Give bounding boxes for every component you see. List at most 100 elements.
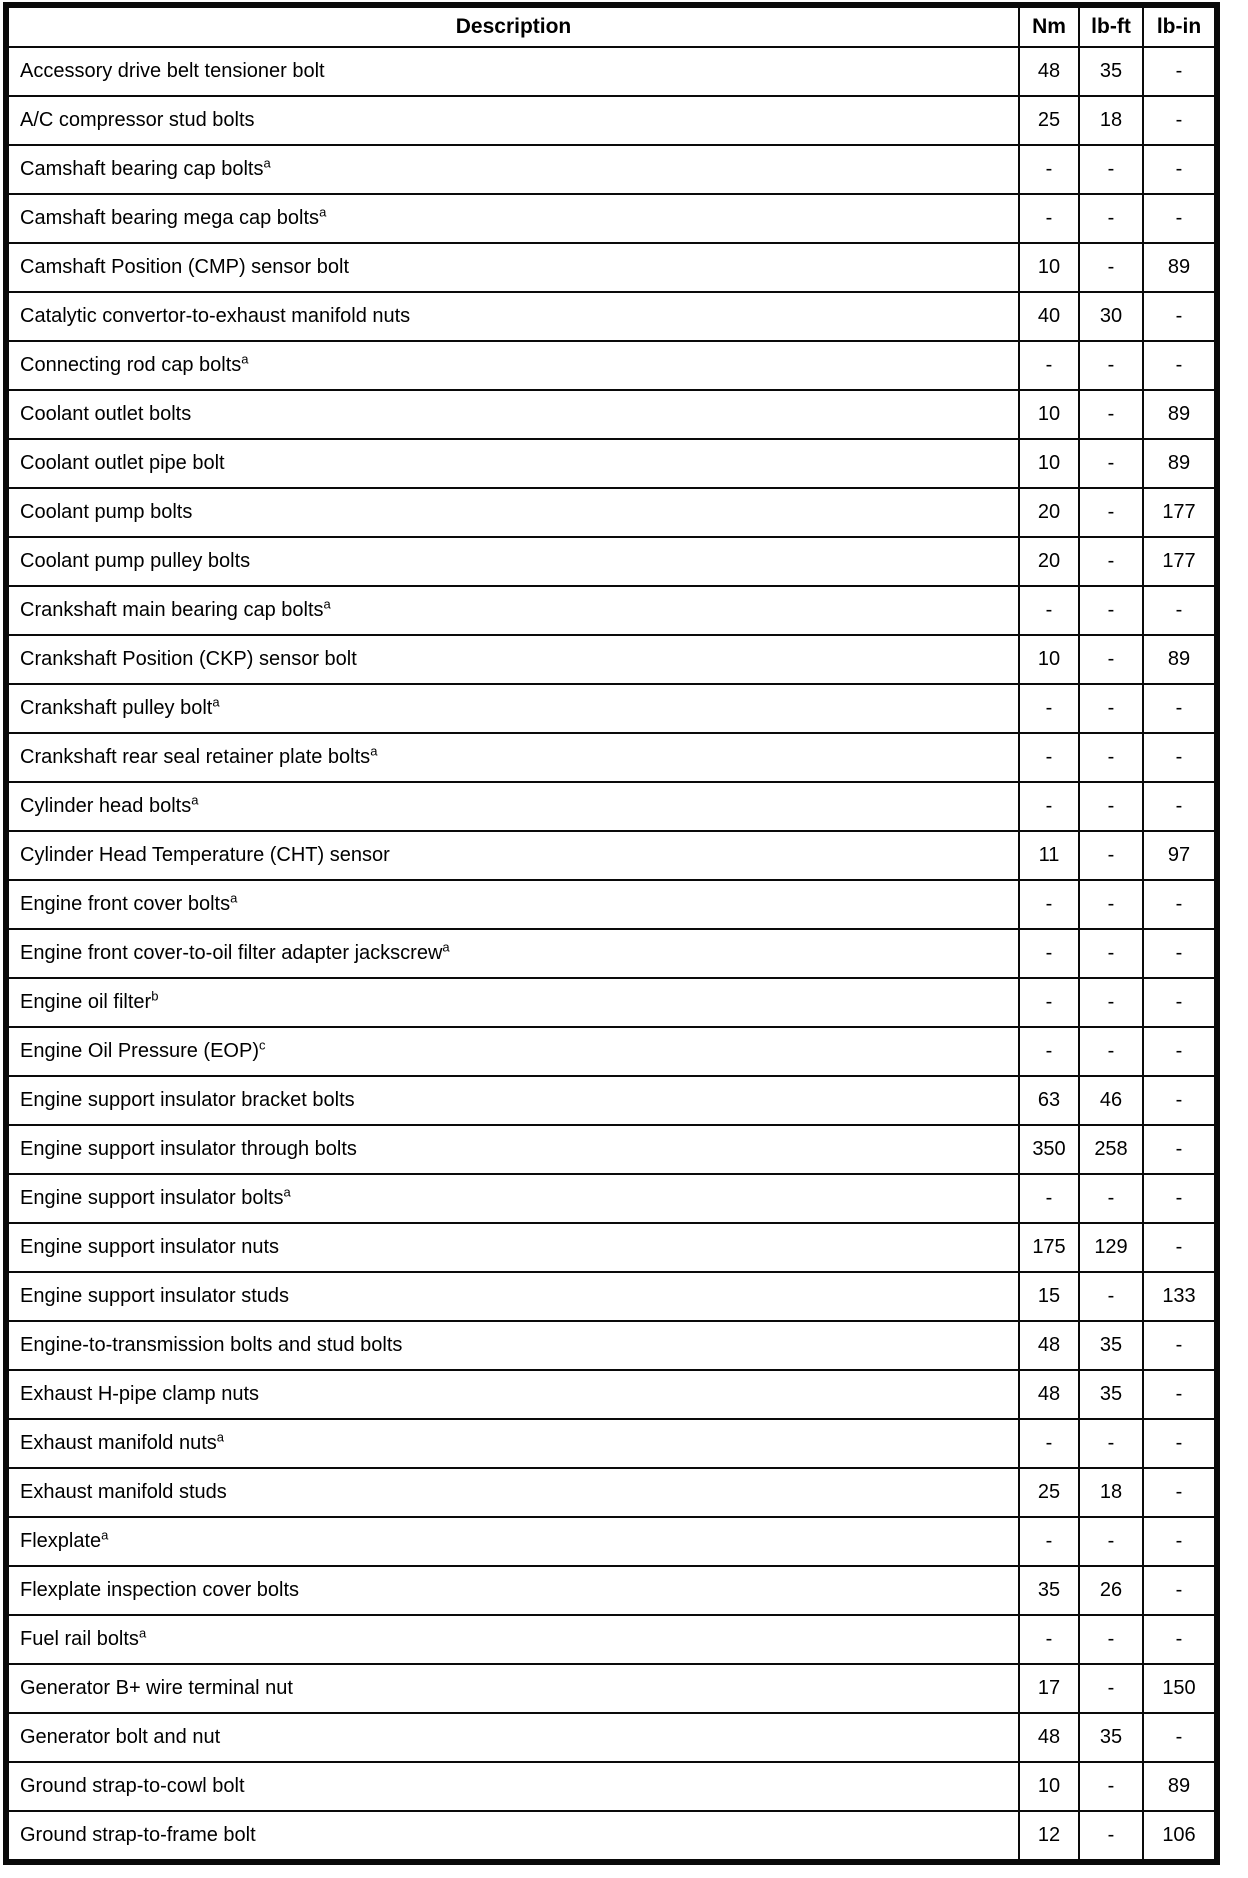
description-cell: Crankshaft main bearing cap boltsa: [5, 585, 1020, 636]
lb-in-value-cell: 177: [1142, 487, 1218, 538]
lb-ft-value-cell: 18: [1078, 95, 1144, 146]
lb-in-value-cell: -: [1142, 46, 1218, 97]
nm-value-cell: -: [1018, 144, 1080, 195]
table-row: Crankshaft Position (CKP) sensor bolt 10…: [5, 634, 1218, 685]
description-text: A/C compressor stud bolts: [20, 109, 255, 131]
lb-ft-value-cell: 35: [1078, 1712, 1144, 1763]
lb-in-value-cell: -: [1142, 1418, 1218, 1469]
lb-in-value-cell: -: [1142, 1369, 1218, 1420]
nm-value-cell: -: [1018, 1614, 1080, 1665]
nm-value-cell: -: [1018, 732, 1080, 783]
table-row: Flexplatea - - -: [5, 1516, 1218, 1567]
table-row: A/C compressor stud bolts 25 18 -: [5, 95, 1218, 146]
lb-ft-value-cell: -: [1078, 1810, 1144, 1863]
nm-value-cell: 10: [1018, 634, 1080, 685]
description-cell: Crankshaft pulley bolta: [5, 683, 1020, 734]
table-row: Generator bolt and nut 48 35 -: [5, 1712, 1218, 1763]
description-text: Camshaft bearing cap bolts: [20, 158, 264, 180]
nm-value-cell: 10: [1018, 1761, 1080, 1812]
table-row: Engine front cover-to-oil filter adapter…: [5, 928, 1218, 979]
description-cell: Cylinder head boltsa: [5, 781, 1020, 832]
description-text: Catalytic convertor-to-exhaust manifold …: [20, 305, 411, 327]
nm-value-cell: -: [1018, 1516, 1080, 1567]
lb-ft-value-cell: -: [1078, 340, 1144, 391]
lb-ft-value-cell: -: [1078, 242, 1144, 293]
nm-value-cell: 25: [1018, 95, 1080, 146]
description-text: Generator bolt and nut: [20, 1726, 221, 1748]
description-cell: Generator bolt and nut: [5, 1712, 1020, 1763]
lb-in-value-cell: -: [1142, 585, 1218, 636]
description-cell: Exhaust manifold studs: [5, 1467, 1020, 1518]
nm-value-cell: 48: [1018, 1369, 1080, 1420]
description-text: Generator B+ wire terminal nut: [20, 1677, 293, 1699]
lb-in-value-cell: -: [1142, 1222, 1218, 1273]
table-row: Flexplate inspection cover bolts 35 26 -: [5, 1565, 1218, 1616]
description-text: Exhaust H-pipe clamp nuts: [20, 1383, 260, 1405]
lb-ft-value-cell: 35: [1078, 46, 1144, 97]
table-row: Camshaft bearing cap boltsa - - -: [5, 144, 1218, 195]
description-cell: Engine oil filterb: [5, 977, 1020, 1028]
lb-in-value-cell: 89: [1142, 242, 1218, 293]
table-row: Crankshaft pulley bolta - - -: [5, 683, 1218, 734]
lb-in-value-cell: -: [1142, 95, 1218, 146]
description-text: Ground strap-to-cowl bolt: [20, 1775, 245, 1797]
lb-ft-value-cell: -: [1078, 1761, 1144, 1812]
lb-ft-value-cell: -: [1078, 977, 1144, 1028]
lb-ft-value-cell: 18: [1078, 1467, 1144, 1518]
description-cell: Engine front cover-to-oil filter adapter…: [5, 928, 1020, 979]
lb-ft-value-cell: 46: [1078, 1075, 1144, 1126]
lb-ft-value-cell: -: [1078, 1026, 1144, 1077]
lb-ft-value-cell: -: [1078, 1271, 1144, 1322]
lb-ft-value-cell: -: [1078, 1663, 1144, 1714]
lb-ft-value-cell: -: [1078, 536, 1144, 587]
description-cell: Coolant outlet pipe bolt: [5, 438, 1020, 489]
lb-in-value-cell: 150: [1142, 1663, 1218, 1714]
lb-ft-value-cell: 35: [1078, 1369, 1144, 1420]
description-text: Exhaust manifold studs: [20, 1481, 227, 1503]
nm-value-cell: -: [1018, 193, 1080, 244]
nm-value-cell: -: [1018, 585, 1080, 636]
lb-ft-value-cell: -: [1078, 193, 1144, 244]
table-row: Camshaft bearing mega cap boltsa - - -: [5, 193, 1218, 244]
lb-in-value-cell: -: [1142, 1075, 1218, 1126]
nm-value-cell: 48: [1018, 46, 1080, 97]
description-cell: Camshaft Position (CMP) sensor bolt: [5, 242, 1020, 293]
nm-value-cell: 20: [1018, 487, 1080, 538]
description-text: Engine support insulator bracket bolts: [20, 1089, 355, 1111]
nm-value-cell: 25: [1018, 1467, 1080, 1518]
table-row: Engine support insulator through bolts 3…: [5, 1124, 1218, 1175]
description-text: Coolant outlet bolts: [20, 403, 192, 425]
col-header-description: Description: [5, 4, 1020, 48]
table-row: Engine support insulator studs 15 - 133: [5, 1271, 1218, 1322]
description-text: Engine support insulator bolts: [20, 1187, 284, 1209]
footnote-marker: a: [263, 155, 271, 171]
description-cell: Flexplatea: [5, 1516, 1020, 1567]
footnote-marker: a: [138, 1625, 147, 1641]
description-text: Flexplate: [20, 1530, 102, 1552]
description-cell: Camshaft bearing mega cap boltsa: [5, 193, 1020, 244]
lb-in-value-cell: -: [1142, 1320, 1218, 1371]
lb-in-value-cell: -: [1142, 340, 1218, 391]
lb-in-value-cell: 89: [1142, 438, 1218, 489]
lb-in-value-cell: -: [1142, 683, 1218, 734]
nm-value-cell: 48: [1018, 1320, 1080, 1371]
description-text: Camshaft Position (CMP) sensor bolt: [20, 256, 350, 278]
description-cell: Exhaust manifold nutsa: [5, 1418, 1020, 1469]
footnote-marker: b: [151, 988, 159, 1004]
col-header-lb-ft: lb-ft: [1078, 4, 1144, 48]
footnote-marker: a: [216, 1429, 225, 1445]
nm-value-cell: 11: [1018, 830, 1080, 881]
description-text: Engine support insulator through bolts: [20, 1138, 357, 1160]
nm-value-cell: 20: [1018, 536, 1080, 587]
lb-in-value-cell: 177: [1142, 536, 1218, 587]
lb-ft-value-cell: 26: [1078, 1565, 1144, 1616]
footnote-marker: a: [442, 939, 450, 955]
description-text: Engine Oil Pressure (EOP): [20, 1040, 259, 1062]
description-cell: Exhaust H-pipe clamp nuts: [5, 1369, 1020, 1420]
nm-value-cell: -: [1018, 879, 1080, 930]
lb-in-value-cell: -: [1142, 732, 1218, 783]
description-text: Crankshaft main bearing cap bolts: [20, 599, 324, 621]
description-cell: Ground strap-to-frame bolt: [5, 1810, 1020, 1863]
description-text: Engine front cover bolts: [20, 893, 231, 915]
description-cell: A/C compressor stud bolts: [5, 95, 1020, 146]
